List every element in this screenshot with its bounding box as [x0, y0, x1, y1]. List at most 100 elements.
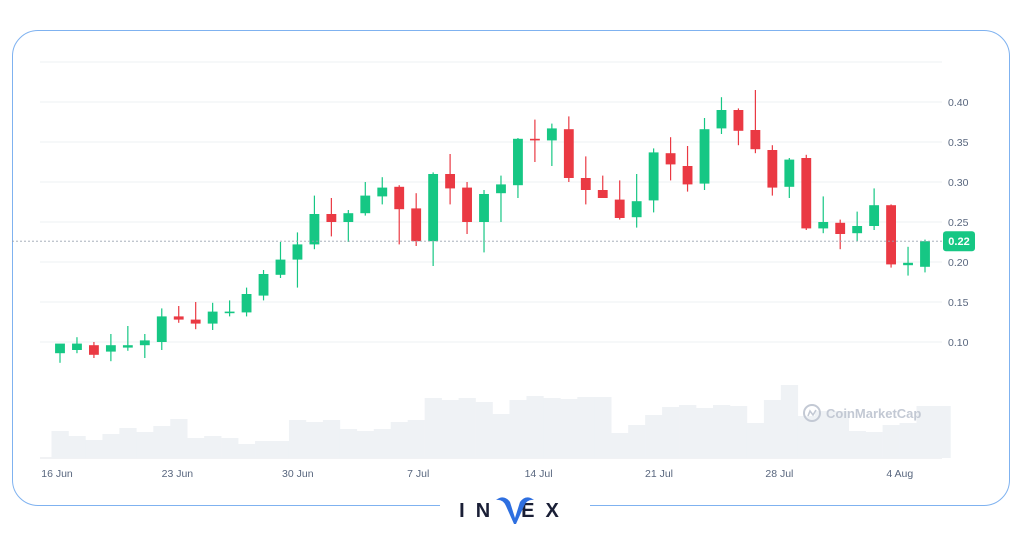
candle-up — [156, 308, 167, 350]
candles — [55, 90, 930, 363]
candle-up — [546, 123, 557, 166]
candle-up — [716, 97, 727, 134]
candle-body — [513, 138, 523, 186]
candle-down — [326, 198, 337, 237]
volume-bar — [543, 398, 561, 458]
candle-up — [631, 174, 642, 228]
candle-body — [496, 184, 506, 194]
candle-body — [479, 194, 489, 222]
candle-up — [377, 177, 388, 205]
volume-bar — [848, 431, 866, 458]
volume-bar — [356, 431, 375, 458]
candle-up — [55, 343, 65, 363]
candle-down — [682, 146, 693, 192]
current-price-box — [943, 231, 975, 252]
volume-bar — [628, 425, 646, 458]
y-tick-label: 0.35 — [948, 137, 969, 149]
volume-bar — [865, 432, 883, 458]
volume-bar — [119, 428, 137, 458]
candle-body — [750, 130, 761, 150]
volume-bar — [746, 423, 765, 458]
candle-body — [767, 150, 778, 188]
candle-body — [597, 190, 608, 198]
logo-letter: X — [545, 500, 570, 522]
candle-body — [801, 158, 812, 229]
candle-up — [122, 326, 133, 351]
candle-body — [55, 343, 65, 354]
candle-up — [241, 287, 252, 317]
volume-bar — [899, 423, 917, 458]
volume-bar — [458, 398, 476, 458]
volume-bar — [136, 432, 154, 458]
volume-bar — [933, 406, 951, 458]
volume-bar — [696, 408, 714, 458]
candle-body — [292, 244, 303, 260]
candle-down — [190, 302, 201, 330]
x-tick-label: 30 Jun — [282, 468, 314, 480]
candle-body — [818, 222, 829, 229]
candle-body — [343, 213, 354, 222]
coinmarketcap-logo-wave — [807, 409, 817, 417]
candle-body — [156, 316, 167, 342]
candle-down — [750, 90, 761, 154]
volume-bar — [221, 438, 239, 458]
logo-letter: I — [459, 500, 476, 522]
candle-up — [292, 232, 303, 288]
candle-body — [903, 262, 913, 266]
volume-bar — [102, 434, 120, 458]
volume-bar — [272, 441, 290, 458]
candle-up — [275, 242, 286, 278]
volume-bar — [712, 405, 731, 458]
volume-bar — [390, 422, 408, 458]
candle-down — [886, 204, 896, 268]
volume-bar — [407, 420, 425, 458]
volume-bar — [814, 411, 833, 458]
volume-bar — [611, 433, 629, 458]
bull-v-icon — [496, 497, 534, 524]
candle-body — [445, 174, 456, 189]
candle-body — [428, 174, 439, 242]
y-tick-label: 0.10 — [948, 337, 969, 349]
candle-body — [716, 110, 727, 129]
volume-bar — [68, 436, 86, 458]
x-tick-label: 16 Jun — [41, 468, 73, 480]
x-tick-label: 21 Jul — [645, 468, 673, 480]
watermark-text: CoinMarketCap — [826, 406, 921, 421]
candle-up — [903, 246, 913, 276]
candle-body — [852, 226, 863, 234]
candle-up — [309, 195, 320, 250]
candle-down — [173, 306, 184, 323]
candle-up — [360, 182, 371, 216]
candle-up — [343, 210, 354, 242]
candle-body — [360, 195, 371, 214]
candle-body — [258, 274, 269, 296]
candle-body — [869, 205, 880, 226]
candle-body — [72, 343, 82, 350]
candle-up — [920, 239, 930, 273]
x-axis: 16 Jun 23 Jun 30 Jun 7 Jul 14 Jul 21 Jul 28 Ju… — [41, 468, 913, 480]
candle-body — [682, 166, 693, 185]
coinmarketcap-logo-icon — [803, 404, 821, 422]
candle-up — [224, 300, 235, 317]
x-tick-label: 7 Jul — [407, 468, 429, 480]
candle-up — [513, 138, 523, 198]
candle-down — [462, 182, 472, 234]
volume-bar — [645, 415, 663, 458]
candle-body — [241, 294, 252, 313]
candle-up — [496, 175, 506, 222]
y-tick-label: 0.25 — [948, 217, 969, 229]
volume-bar — [662, 407, 680, 458]
candle-body — [89, 345, 99, 355]
candle-body — [529, 138, 540, 141]
candle-down — [733, 108, 744, 146]
candle-up — [818, 196, 829, 234]
volume-bar — [797, 416, 816, 458]
volume-bar — [577, 397, 595, 458]
x-tick-label: 14 Jul — [525, 468, 553, 480]
candle-body — [563, 129, 574, 178]
candle-down — [445, 154, 456, 205]
candle-body — [309, 214, 320, 245]
candle-up — [258, 270, 269, 301]
candle-up — [699, 118, 710, 190]
